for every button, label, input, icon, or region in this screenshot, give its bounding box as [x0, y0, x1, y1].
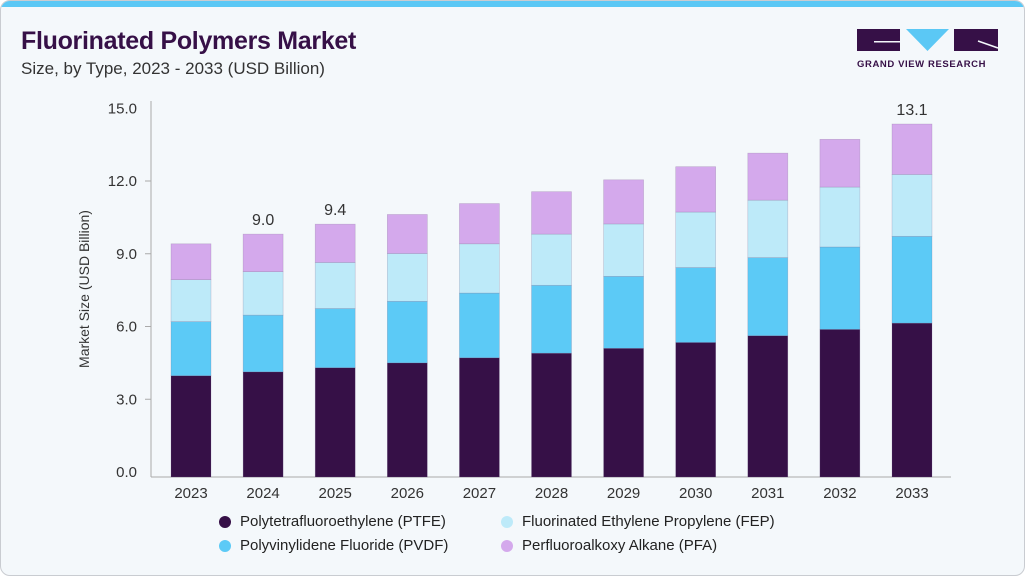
- bar-segment: [386, 214, 428, 254]
- grand-view-research-logo: [857, 29, 999, 51]
- chart-subtitle: Size, by Type, 2023 - 2033 (USD Billion): [21, 59, 325, 78]
- bar-segment: [531, 284, 572, 354]
- bar-segment: [819, 246, 861, 330]
- bar-segment: [386, 300, 428, 364]
- y-tick-label: 3.0: [116, 391, 137, 408]
- y-tick-label: 12.0: [108, 173, 137, 190]
- chart-title: Fluorinated Polymers Market: [21, 27, 357, 55]
- x-tick-label: 2033: [895, 485, 928, 502]
- legend-swatch: [501, 539, 513, 552]
- bar-segment: [459, 203, 500, 245]
- bar-segment: [819, 186, 861, 248]
- bar-segment: [675, 166, 717, 213]
- bar-segment: [170, 279, 212, 322]
- legend-label: Polytetrafluoroethylene (PTFE): [240, 513, 446, 530]
- data-label: 9.0: [252, 212, 274, 229]
- x-tick-label: 2026: [391, 485, 424, 502]
- bar-segment: [675, 211, 717, 268]
- bar-segment: [747, 152, 789, 201]
- bar-segment: [819, 329, 861, 478]
- bar-segment: [891, 322, 933, 478]
- y-tick-label: 6.0: [116, 319, 137, 336]
- legend-label: Fluorinated Ethylene Propylene (FEP): [522, 513, 775, 530]
- bar-segment: [603, 179, 644, 225]
- bar-segment: [891, 174, 933, 237]
- y-tick-label: 9.0: [116, 246, 137, 263]
- x-tick-label: 2032: [823, 485, 856, 502]
- bar-segment: [459, 292, 500, 359]
- bar-segment: [747, 199, 789, 258]
- legend-item: Polytetrafluoroethylene (PTFE): [219, 513, 446, 530]
- legend-label: Perfluoroalkoxy Alkane (PFA): [522, 537, 718, 554]
- bar-segment: [170, 321, 212, 377]
- bar-segment: [603, 348, 644, 478]
- bar-segment: [819, 138, 861, 188]
- y-tick-label: 0.0: [116, 464, 137, 481]
- bar-segment: [675, 267, 717, 343]
- bar-segment: [747, 335, 789, 478]
- bar-segment: [891, 235, 933, 324]
- legend-item: Fluorinated Ethylene Propylene (FEP): [501, 513, 775, 530]
- bar-segment: [603, 223, 644, 277]
- x-tick-label: 2030: [679, 485, 712, 502]
- bar-segment: [531, 191, 572, 235]
- bar-segment: [531, 233, 572, 286]
- bar-segment: [747, 257, 789, 337]
- legend-swatch: [219, 539, 231, 552]
- bar-segment: [603, 276, 644, 349]
- legend-swatch: [501, 515, 513, 528]
- accent-strip: [1, 1, 1024, 7]
- x-tick-label: 2028: [535, 485, 568, 502]
- legend-item: Perfluoroalkoxy Alkane (PFA): [501, 537, 717, 554]
- x-tick-label: 2023: [174, 485, 207, 502]
- data-label: 13.1: [896, 102, 927, 119]
- bar-segment: [314, 308, 356, 369]
- bar-segment: [386, 253, 428, 302]
- x-tick-label: 2029: [607, 485, 640, 502]
- bar-segment: [170, 243, 212, 280]
- logo-text: GRAND VIEW RESEARCH: [857, 59, 987, 70]
- bar-segment: [459, 243, 500, 294]
- bar-segment: [314, 262, 356, 309]
- bar-segment: [242, 314, 284, 373]
- legend-swatch: [219, 515, 231, 528]
- bar-segment: [891, 123, 933, 175]
- bar-segment: [314, 367, 356, 478]
- bar-segment: [170, 375, 212, 478]
- y-tick-label: 15.0: [108, 100, 137, 117]
- bar-segment: [675, 342, 717, 478]
- x-tick-label: 2025: [319, 485, 352, 502]
- bar-segment: [531, 352, 572, 478]
- x-tick-label: 2027: [463, 485, 496, 502]
- bar-segment: [242, 271, 284, 316]
- x-tick-label: 2031: [751, 485, 784, 502]
- bar-segment: [386, 362, 428, 478]
- legend-label: Polyvinylidene Fluoride (PVDF): [240, 537, 449, 554]
- x-tick-label: 2024: [246, 485, 279, 502]
- bar-segment: [314, 223, 356, 263]
- bar-segment: [242, 371, 284, 478]
- bar-segment: [242, 233, 284, 272]
- data-label: 9.4: [324, 202, 346, 219]
- bar-segment: [459, 357, 500, 478]
- y-axis-title: Market Size (USD Billion): [76, 210, 92, 368]
- legend-item: Polyvinylidene Fluoride (PVDF): [219, 537, 448, 554]
